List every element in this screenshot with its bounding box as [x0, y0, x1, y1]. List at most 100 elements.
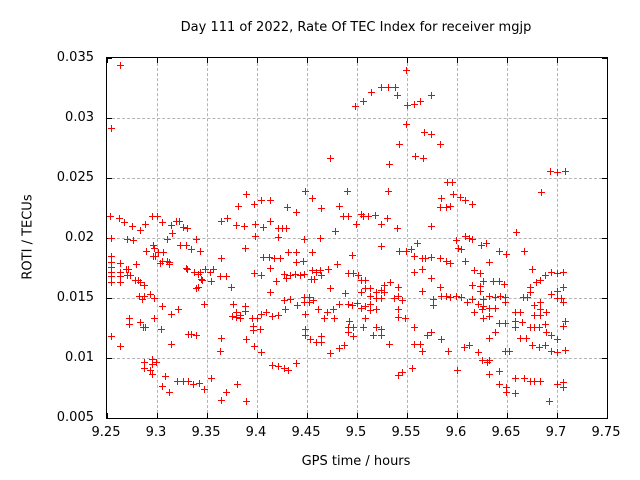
data-point	[542, 272, 549, 279]
y-tick-mark	[602, 358, 607, 359]
data-point	[548, 332, 555, 339]
data-point	[266, 254, 273, 261]
x-tick-mark	[407, 58, 408, 63]
y-tick-mark	[602, 298, 607, 299]
data-point	[340, 213, 347, 220]
x-tick-label: 9.5	[345, 425, 367, 440]
data-point	[237, 312, 244, 319]
x-tick-mark	[157, 58, 158, 63]
data-point	[346, 318, 353, 325]
data-point	[210, 266, 217, 273]
data-point	[365, 213, 372, 220]
data-point	[373, 324, 380, 331]
data-point	[218, 218, 225, 225]
data-point	[158, 326, 165, 333]
data-point	[193, 332, 200, 339]
data-point	[147, 367, 154, 374]
data-point	[560, 323, 567, 330]
data-point	[411, 269, 418, 276]
data-point	[293, 209, 300, 216]
x-tick-mark	[357, 413, 358, 418]
data-point	[331, 315, 338, 322]
data-point	[308, 276, 315, 283]
data-point	[243, 336, 250, 343]
data-point	[395, 372, 402, 379]
data-point	[249, 315, 256, 322]
data-point	[542, 321, 549, 328]
data-point	[438, 336, 445, 343]
data-point	[173, 218, 180, 225]
data-point	[125, 266, 132, 273]
data-point	[162, 373, 169, 380]
data-point	[396, 248, 403, 255]
data-point	[293, 259, 300, 266]
data-point	[279, 225, 286, 232]
data-point	[378, 287, 385, 294]
data-point	[477, 288, 484, 295]
data-point	[277, 255, 284, 262]
data-point	[281, 271, 288, 278]
data-point	[292, 271, 299, 278]
x-tick-label: 9.3	[145, 425, 167, 440]
data-point	[378, 84, 385, 91]
data-point	[533, 279, 540, 286]
data-point	[430, 302, 437, 309]
data-point	[300, 258, 307, 265]
data-point	[242, 308, 249, 315]
data-point	[164, 258, 171, 265]
data-point	[529, 342, 536, 349]
data-point	[486, 305, 493, 312]
data-point	[185, 378, 192, 385]
data-point	[548, 348, 555, 355]
data-point	[287, 272, 294, 279]
data-point	[174, 378, 181, 385]
data-point	[336, 301, 343, 308]
data-point	[457, 194, 464, 201]
data-point	[168, 222, 175, 229]
data-point	[372, 212, 379, 219]
data-point	[180, 224, 187, 231]
data-point	[285, 249, 292, 256]
data-point	[513, 229, 520, 236]
data-point	[108, 279, 115, 286]
data-point	[325, 266, 332, 273]
x-axis-label: GPS time / hours	[301, 454, 411, 469]
data-point	[159, 383, 166, 390]
data-point	[537, 312, 544, 319]
data-point	[358, 211, 365, 218]
data-point	[512, 309, 519, 316]
x-tick-label: 9.45	[291, 425, 321, 440]
data-point	[218, 397, 225, 404]
data-point	[537, 306, 544, 313]
data-point	[318, 205, 325, 212]
data-point	[385, 188, 392, 195]
y-tick-mark	[107, 58, 112, 59]
data-point	[527, 289, 534, 296]
data-point	[496, 278, 503, 285]
data-point	[367, 301, 374, 308]
data-point	[531, 378, 538, 385]
data-point	[233, 222, 240, 229]
data-point	[324, 309, 331, 316]
data-point	[417, 341, 424, 348]
data-point	[283, 225, 290, 232]
data-point	[217, 348, 224, 355]
y-tick-label: 0.03	[65, 110, 94, 125]
data-point	[419, 348, 426, 355]
data-point	[195, 284, 202, 291]
data-point	[108, 259, 115, 266]
x-tick-mark	[307, 413, 308, 418]
data-point	[327, 350, 334, 357]
data-point	[168, 341, 175, 348]
data-point	[537, 378, 544, 385]
gridline-horizontal	[107, 358, 607, 359]
data-point	[197, 269, 204, 276]
data-point	[411, 253, 418, 260]
data-point	[341, 342, 348, 349]
data-point	[185, 331, 192, 338]
data-point	[166, 261, 173, 268]
data-point	[342, 290, 349, 297]
gridline-horizontal	[107, 238, 607, 239]
data-point	[560, 379, 567, 386]
data-point	[269, 313, 276, 320]
